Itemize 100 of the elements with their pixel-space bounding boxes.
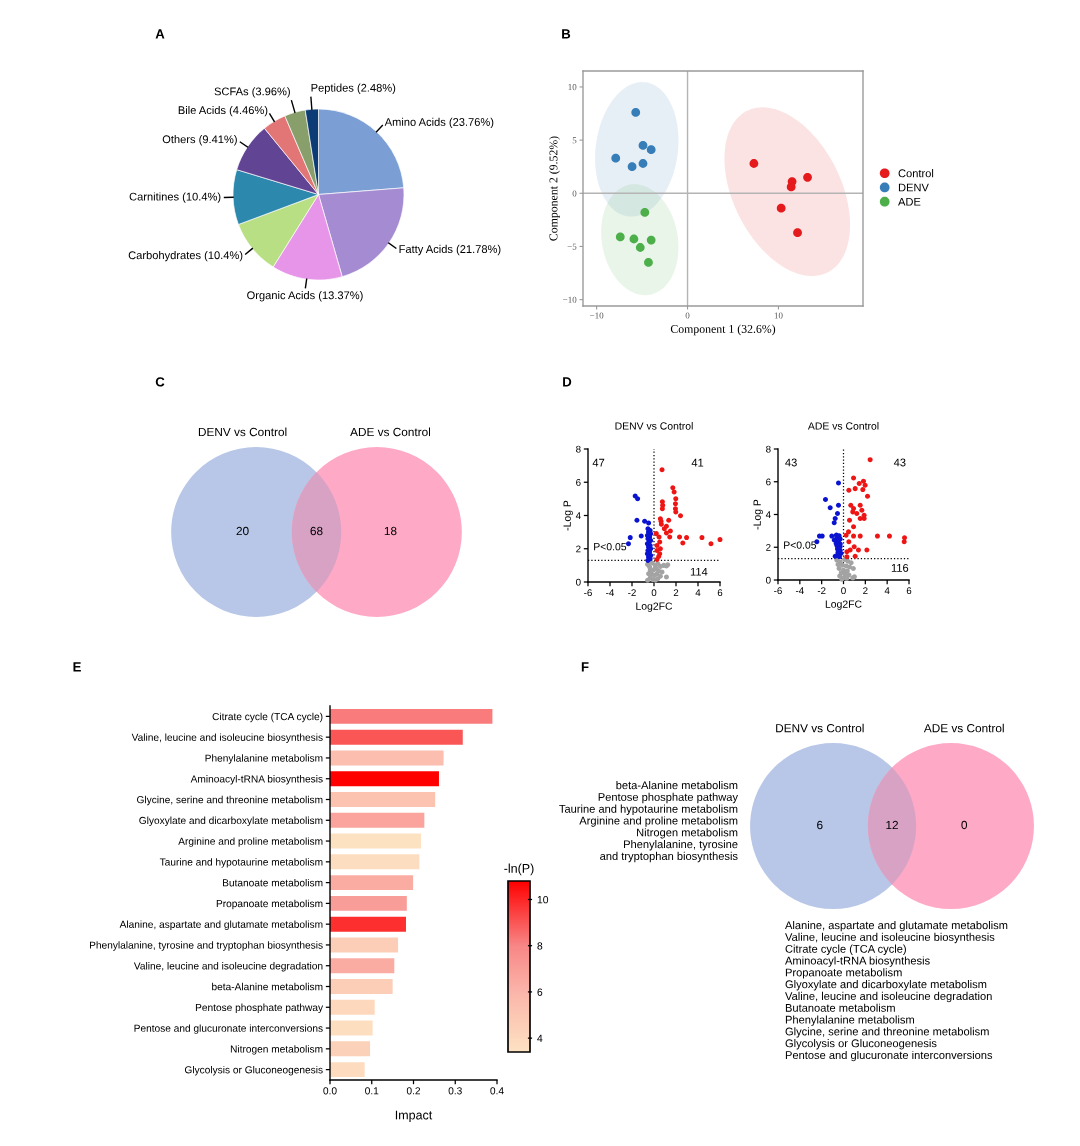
y-tick-label: Alanine, aspartate and glutamate metabolism xyxy=(119,920,323,930)
text: C xyxy=(155,377,165,387)
slice-label: SCFAs (3.96%) xyxy=(214,87,290,98)
x-tick-label: -4 xyxy=(795,587,804,594)
y-tick-label: 8 xyxy=(576,445,581,453)
slice-label: Carbohydrates (10.4%) xyxy=(128,250,243,262)
y-tick-label: Valine, leucine and isoleucine degradation xyxy=(133,962,323,972)
y-tick-label: 0 xyxy=(766,576,771,584)
y-tick-label: 0 xyxy=(576,578,581,586)
x-tick-label: -2 xyxy=(817,587,826,594)
slice-label: Fatty Acids (21.78%) xyxy=(399,244,501,256)
y-tick-label: 4 xyxy=(765,511,771,519)
x-tick-label: 0 xyxy=(651,589,657,597)
x-tick-label: 0.3 xyxy=(448,1087,462,1095)
x-tick-label: 0.4 xyxy=(490,1087,504,1095)
category-label: ADE vs Control xyxy=(923,723,1004,733)
annotation: 43 xyxy=(785,458,797,467)
text: D xyxy=(563,377,572,387)
x-tick-label: -6 xyxy=(584,589,592,597)
x-tick-label: 4 xyxy=(884,587,890,594)
y-tick-label: Pentose and glucuronate interconversions xyxy=(134,1024,323,1034)
y-tick-label: Arginine and proline metabolism xyxy=(178,837,323,847)
text: B xyxy=(562,29,571,39)
text: F xyxy=(581,662,589,672)
x-tick-label: -2 xyxy=(628,589,636,596)
y-axis-title: Component 2 (9.52%) xyxy=(549,136,560,241)
x-tick-label: 0 xyxy=(841,587,846,595)
y-tick-label: Butanoate metabolism xyxy=(223,878,323,887)
y-axis-title: -Log P xyxy=(753,499,763,530)
category-label: DENV vs Control xyxy=(776,723,864,733)
y-tick-label: Phenylalanine, tyrosine and tryptophan biosynthesis xyxy=(90,941,323,951)
annotation: 41 xyxy=(691,458,704,467)
category-label: ADE vs Control xyxy=(350,427,431,437)
y-tick-label: 6 xyxy=(576,478,581,486)
x-axis-title: Impact xyxy=(395,1110,433,1122)
slice-label: Bile Acids (4.46%) xyxy=(178,105,268,117)
y-tick-label: 5 xyxy=(572,137,577,144)
data-label: 68 xyxy=(310,526,323,536)
text: A xyxy=(155,29,165,39)
x-tick-label: 0.1 xyxy=(365,1087,379,1095)
data-label: 6 xyxy=(817,820,823,830)
ref-line-label: P<0.05 xyxy=(784,541,817,549)
y-tick-label: −5 xyxy=(567,243,577,250)
data-label: 12 xyxy=(886,820,898,830)
y-tick-label: Nitrogen metabolism xyxy=(230,1045,323,1055)
x-tick-label: 2 xyxy=(863,587,868,594)
chart-title: DENV vs Control xyxy=(615,422,693,430)
text: E xyxy=(73,662,81,672)
y-tick-label: 6 xyxy=(766,478,771,486)
x-tick-label: -4 xyxy=(606,589,615,596)
y-tick-label: Taurine and hypotaurine metabolism xyxy=(159,858,323,868)
x-tick-label: 0.2 xyxy=(406,1087,421,1095)
color-bar-label: 4 xyxy=(537,1034,543,1042)
x-axis-title: Log2FC xyxy=(825,600,862,610)
data-label: 18 xyxy=(384,526,397,536)
y-tick-label: 4 xyxy=(575,512,581,520)
chart-title: ADE vs Control xyxy=(807,422,879,430)
legend-label: DENV xyxy=(898,183,929,192)
slice-label: Organic Acids (13.37%) xyxy=(247,291,363,302)
x-tick-label: 4 xyxy=(695,589,701,596)
legend-label: Control xyxy=(898,169,934,178)
text: Alanine, aspartate and glutamate metabolism Valine, leucine and isoleucine biosynthesis Citrate cycle (TCA cycle) Aminoacyl-tRNA biosynthesis Propanoate metabolism Glyoxylate and dicarboxylate metabolism Valine, leucine and isoleucine degradation Butanoate metabolism Phenylalanine metabolism Glycine, serine and threonine metabolism Glycolysis or Gluconeogenesis Pentose and glucuronate interconversions xyxy=(785,921,1008,1062)
y-tick-label: Glycolysis or Gluconeogenesis xyxy=(184,1065,323,1076)
slice-label: Peptides (2.48%) xyxy=(311,83,396,94)
x-tick-label: -6 xyxy=(774,587,782,595)
x-tick-label: 0 xyxy=(685,312,690,319)
color-bar-label: 6 xyxy=(537,988,543,996)
annotation: 116 xyxy=(891,563,909,572)
y-tick-label: Aminoacyl-tRNA biosynthesis xyxy=(190,775,323,785)
y-tick-label: Valine, leucine and isoleucine biosynthesis xyxy=(131,733,323,743)
y-tick-label: beta-Alanine metabolism xyxy=(212,982,323,991)
y-tick-label: Propanoate metabolism xyxy=(216,899,323,910)
y-tick-label: −10 xyxy=(563,296,577,303)
slice-label: Others (9.41%) xyxy=(162,135,237,146)
y-tick-label: Phenylalanine metabolism xyxy=(205,754,323,764)
y-tick-label: Glycine, serine and threonine metabolism xyxy=(137,795,323,806)
slice-label: Amino Acids (23.76%) xyxy=(384,117,494,129)
ref-line-label: P<0.05 xyxy=(594,542,627,551)
y-tick-label: 10 xyxy=(568,84,577,91)
x-tick-label: 0.0 xyxy=(323,1087,337,1095)
y-axis-title: -Log P xyxy=(563,500,573,531)
x-axis-title: Component 1 (32.6%) xyxy=(670,324,776,336)
color-bar-label: 8 xyxy=(537,942,543,950)
y-tick-label: 0 xyxy=(572,190,577,197)
color-bar-label: 10 xyxy=(537,895,549,904)
color-bar-title: -ln(P) xyxy=(504,863,534,876)
text: beta-Alanine metabolism Pentose phosphate pathway Taurine and hypotaurine metabolism Arginine and proline metabolism Nitrogen metabolism Phenylalanine, tyrosine and tryptophan biosynthesis xyxy=(559,781,738,863)
x-tick-label: 10 xyxy=(774,312,783,319)
annotation: 114 xyxy=(690,567,708,576)
y-tick-label: 8 xyxy=(766,445,771,453)
y-tick-label: 2 xyxy=(766,543,771,551)
y-tick-label: Pentose phosphate pathway xyxy=(195,1003,324,1014)
y-tick-label: Citrate cycle (TCA cycle) xyxy=(212,712,323,723)
slice-label: Carnitines (10.4%) xyxy=(129,192,221,203)
category-label: DENV vs Control xyxy=(198,427,287,437)
x-tick-label: −10 xyxy=(590,312,604,319)
data-label: 0 xyxy=(961,820,968,830)
y-tick-label: Glyoxylate and dicarboxylate metabolism xyxy=(139,816,323,827)
y-tick-label: 2 xyxy=(576,545,581,553)
annotation: 47 xyxy=(592,458,605,467)
